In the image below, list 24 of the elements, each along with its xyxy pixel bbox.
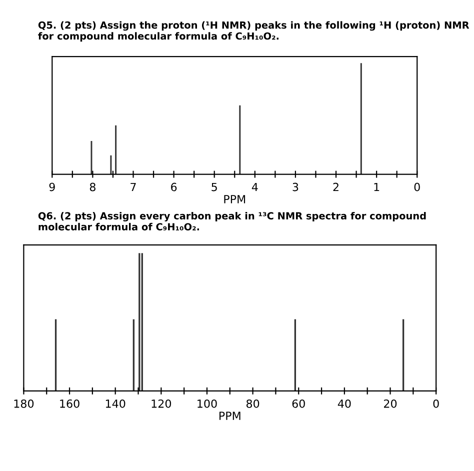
x-axis-title: PPM	[219, 412, 240, 420]
x-tick-label: 0	[433, 399, 439, 408]
x-tick-label: 80	[246, 399, 260, 408]
chart-title: Q5. (2 pts) Assign the proton (¹H NMR) peaks in the following ¹H (proton) NMR for compound molecular formula of C₉H₁₀O₂.	[38, 21, 470, 42]
x-axis-title: PPM	[224, 195, 246, 204]
x-tick-label: 5	[212, 182, 217, 192]
x-tick-label: 60	[292, 399, 305, 408]
x-tick-label: 160	[60, 399, 80, 408]
x-tick-label: 0	[414, 182, 420, 192]
x-tick-label: 140	[106, 399, 126, 408]
x-tick-label: 8	[90, 182, 96, 192]
x-tick-label: 180	[14, 399, 34, 408]
x-tick-label: 40	[338, 399, 351, 408]
x-tick-label: 9	[49, 182, 55, 192]
x-tick-label: 20	[384, 399, 397, 408]
x-tick-label: 100	[198, 399, 217, 408]
x-tick-label: 7	[130, 182, 136, 192]
x-tick-label: 6	[171, 182, 177, 192]
x-tick-label: 3	[292, 182, 298, 192]
x-tick-label: 2	[333, 182, 338, 192]
chart-title: Q6. (2 pts) Assign every carbon peak in ¹³C NMR spectra for compound molecular formula of C₉H₁₀O₂.	[38, 212, 426, 230]
x-tick-label: 120	[152, 399, 172, 408]
x-tick-label: 1	[374, 182, 380, 192]
x-tick-label: 4	[252, 182, 258, 192]
